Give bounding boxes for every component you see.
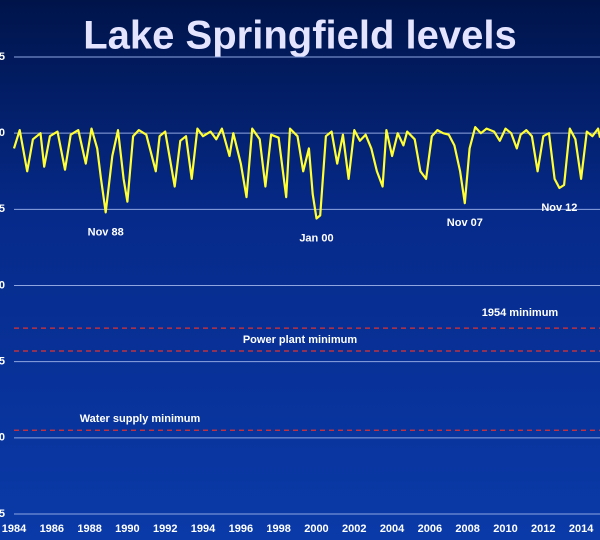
reference-label: Water supply minimum (80, 413, 201, 425)
x-tick-label: 2000 (304, 523, 328, 535)
reference-label: Power plant minimum (243, 334, 358, 346)
y-tick-label: 565 (0, 51, 5, 63)
level-line (12, 126, 600, 220)
y-tick-label: 560 (0, 127, 5, 139)
y-tick-label: 555 (0, 203, 5, 215)
annotation: Nov 07 (447, 217, 483, 229)
x-tick-label: 2012 (531, 523, 555, 535)
x-tick-label: 1988 (77, 523, 101, 535)
annotation: Jan 00 (299, 232, 333, 244)
x-tick-label: 2004 (380, 523, 405, 535)
y-tick-label: 540 (0, 432, 5, 444)
x-tick-label: 2002 (342, 523, 366, 535)
y-tick-label: 535 (0, 508, 5, 520)
x-tick-label: 1998 (266, 523, 290, 535)
x-tick-label: 1992 (153, 523, 177, 535)
x-tick-label: 1990 (115, 523, 139, 535)
y-tick-label: 550 (0, 279, 5, 291)
annotation: Nov 12 (541, 202, 577, 214)
chart-title: Lake Springfield levels (83, 14, 517, 58)
x-tick-label: 1996 (229, 523, 253, 535)
x-tick-label: 2010 (493, 523, 517, 535)
x-tick-label: 1994 (191, 523, 216, 535)
x-tick-label: 2014 (569, 523, 594, 535)
annotation: Nov 88 (88, 226, 124, 238)
y-tick-label: 545 (0, 356, 5, 368)
x-tick-label: 2006 (418, 523, 442, 535)
x-tick-label: 1984 (2, 523, 27, 535)
reference-label: 1954 minimum (482, 307, 559, 319)
x-tick-label: 1986 (40, 523, 64, 535)
x-tick-label: 2008 (455, 523, 479, 535)
